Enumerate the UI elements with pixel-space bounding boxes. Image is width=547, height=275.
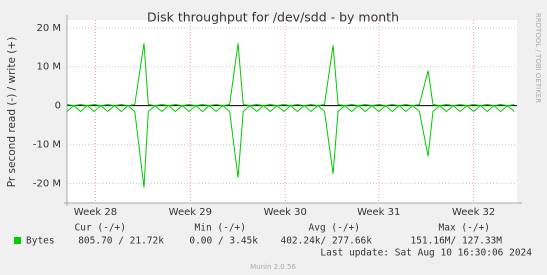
- legend-swatch: [14, 237, 21, 244]
- x-tick-label: Week 30: [264, 207, 307, 218]
- legend-header: Min (-/+): [195, 223, 246, 234]
- x-tick-label: Week 29: [169, 207, 212, 218]
- legend-value: 151.16M/ 127.33M: [410, 236, 502, 247]
- legend-header: Max (-/+): [439, 223, 490, 234]
- chart-title: Disk throughput for /dev/sdd - by month: [147, 10, 399, 25]
- footer: Munin 2.0.56: [250, 263, 296, 271]
- x-tick-label: Week 28: [74, 207, 117, 218]
- y-tick-label: -20 M: [33, 179, 61, 190]
- data-line: [66, 104, 515, 188]
- legend-label: Bytes: [26, 236, 55, 247]
- legend-header: Cur (-/+): [75, 223, 126, 234]
- legend-value: 805.70 / 21.72k: [78, 236, 164, 247]
- x-tick-label: Week 32: [452, 207, 495, 218]
- legend-value: 402.24k/ 277.66k: [280, 236, 372, 247]
- x-tick-label: Week 31: [357, 207, 400, 218]
- y-tick-label: -10 M: [33, 140, 61, 151]
- y-tick-label: 10 M: [36, 62, 61, 73]
- legend-header: Avg (-/+): [309, 223, 360, 234]
- y-tick-label: 0: [55, 101, 61, 112]
- side-label: RRDTOOL / TOBI OETIKER: [534, 13, 542, 103]
- y-tick-label: 20 M: [36, 23, 61, 34]
- legend-value: 0.00 / 3.45k: [189, 236, 258, 247]
- y-axis-label: Pr second read (-) / write (+): [6, 37, 18, 188]
- last-update: Last update: Sat Aug 10 16:30:06 2024: [320, 248, 532, 259]
